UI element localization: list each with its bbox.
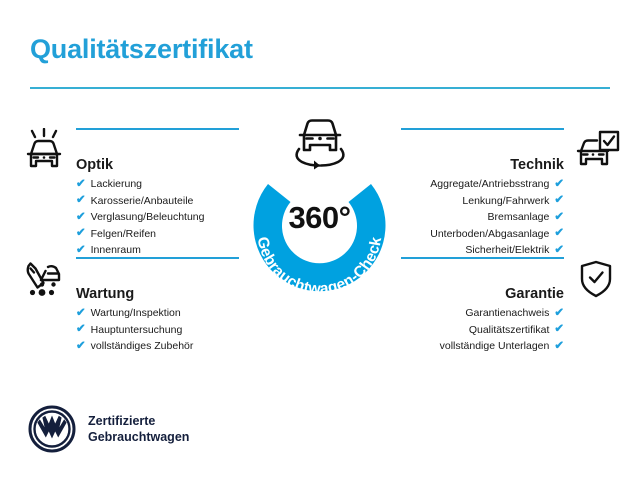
list-item: ✔ Lackierung (76, 176, 233, 193)
list-item-label: Bremsanlage (487, 211, 550, 223)
section-header-garantie: Garantie (401, 257, 622, 303)
list-item-label: vollständiges Zubehör (90, 340, 194, 352)
section-divider-technik (401, 128, 564, 130)
check-icon: ✔ (76, 177, 86, 190)
footer-text: Zertifizierte Gebrauchtwagen (88, 413, 189, 445)
list-item-label: Aggregate/Antriebsstrang (430, 178, 550, 190)
list-item: Sicherheit/Elektrik ✔ (407, 242, 564, 259)
list-item: Bremsanlage ✔ (407, 209, 564, 226)
list-item-label: Qualitätszertifikat (468, 323, 550, 336)
list-item-label: Garantienachweis (465, 307, 550, 319)
checklist-wartung: ✔ Wartung/Inspektion ✔ Hauptuntersuchung… (18, 305, 233, 355)
list-item: Unterboden/Abgasanlage ✔ (407, 226, 564, 243)
check-icon: ✔ (554, 243, 564, 256)
footer-line-1: Zertifizierte (88, 414, 156, 428)
list-item-label: Lackierung (90, 178, 143, 190)
list-item: ✔ Verglasung/Beleuchtung (76, 209, 233, 226)
check-icon: ✔ (76, 227, 86, 239)
check-icon: ✔ (76, 339, 86, 352)
list-item: ✔ vollständiges Zubehör (76, 338, 233, 355)
check-icon: ✔ (554, 177, 564, 190)
check-icon: ✔ (76, 194, 86, 206)
check-icon: ✔ (76, 306, 86, 319)
check-icon: ✔ (76, 243, 86, 256)
section-title-garantie: Garantie (505, 286, 564, 302)
check-icon: ✔ (554, 194, 564, 206)
section-title-technik: Technik (510, 157, 564, 173)
list-item-label: Karosserie/Anbauteile (90, 194, 194, 207)
badge-degrees-label: 360° (288, 200, 351, 235)
badge-ring: Gebrauchtwagen-Check (253, 184, 386, 298)
list-item-label: Hauptuntersuchung (90, 323, 183, 336)
check-icon: ✔ (554, 339, 564, 352)
list-item: ✔ Hauptuntersuchung (76, 322, 233, 339)
list-item-label: Wartung/Inspektion (90, 307, 181, 319)
list-item-label: Sicherheit/Elektrik (465, 244, 550, 256)
section-header-optik: Optik (18, 127, 239, 174)
section-title-optik: Optik (76, 157, 114, 173)
list-item: ✔ Innenraum (76, 242, 233, 259)
volkswagen-certified-lockup: Zertifizierte Gebrauchtwagen (28, 405, 189, 453)
check-icon: ✔ (554, 306, 564, 319)
checklist-technik: Aggregate/Antriebsstrang ✔ Lenkung/Fahrw… (407, 176, 622, 259)
section-garantie: Garantie Garantienachweis ✔ Qualitätszer… (401, 257, 622, 352)
list-item-label: Verglasung/Beleuchtung (90, 211, 205, 223)
check-icon: ✔ (76, 323, 86, 335)
check-icon: ✔ (554, 227, 564, 239)
section-optik: Optik ✔ Lackierung ✔ Karosserie/Anbautei… (18, 127, 239, 256)
car-rotate-icon (283, 111, 357, 171)
check-icon: ✔ (554, 210, 564, 223)
section-header-technik: Technik (401, 128, 622, 174)
checklist-garantie: Garantienachweis ✔ Qualitätszertifikat ✔… (407, 305, 622, 355)
section-title-wartung: Wartung (76, 286, 135, 302)
checklist-optik: ✔ Lackierung ✔ Karosserie/Anbauteile ✔ V… (18, 176, 233, 259)
footer-line-2: Gebrauchtwagen (88, 430, 190, 444)
list-item: Garantienachweis ✔ (407, 305, 564, 322)
list-item-label: vollständige Unterlagen (439, 340, 550, 352)
section-divider-wartung (76, 257, 239, 259)
360-check-badge: Gebrauchtwagen-Check 360° (236, 119, 403, 315)
list-item-label: Lenkung/Fahrwerk (462, 194, 550, 207)
check-icon: ✔ (554, 323, 564, 335)
list-item-label: Felgen/Reifen (90, 227, 157, 240)
section-wartung: Wartung ✔ Wartung/Inspektion ✔ Hauptunte… (18, 257, 239, 352)
badge-ring-shape (253, 184, 386, 292)
car-service-pen-icon (18, 257, 70, 303)
list-item: Qualitätszertifikat ✔ (407, 322, 564, 339)
title-divider (30, 87, 610, 89)
list-item: vollständige Unterlagen ✔ (407, 338, 564, 355)
list-item-label: Unterboden/Abgasanlage (430, 227, 550, 240)
list-item: ✔ Karosserie/Anbauteile (76, 193, 233, 210)
list-item: Aggregate/Antriebsstrang ✔ (407, 176, 564, 193)
list-item: ✔ Wartung/Inspektion (76, 305, 233, 322)
car-checkbox-icon (570, 128, 622, 174)
check-icon: ✔ (76, 210, 86, 223)
section-header-wartung: Wartung (18, 257, 239, 303)
volkswagen-logo (28, 405, 76, 453)
section-technik: Technik Aggregate/Antriebsstrang ✔ Lenku… (401, 128, 622, 256)
section-divider-optik (76, 128, 239, 130)
car-shine-icon (18, 127, 70, 174)
page-title: Qualitätszertifikat (30, 34, 253, 64)
shield-check-icon (570, 257, 622, 303)
section-divider-garantie (401, 257, 564, 259)
list-item: Lenkung/Fahrwerk ✔ (407, 193, 564, 210)
list-item-label: Innenraum (90, 244, 141, 256)
list-item: ✔ Felgen/Reifen (76, 226, 233, 243)
